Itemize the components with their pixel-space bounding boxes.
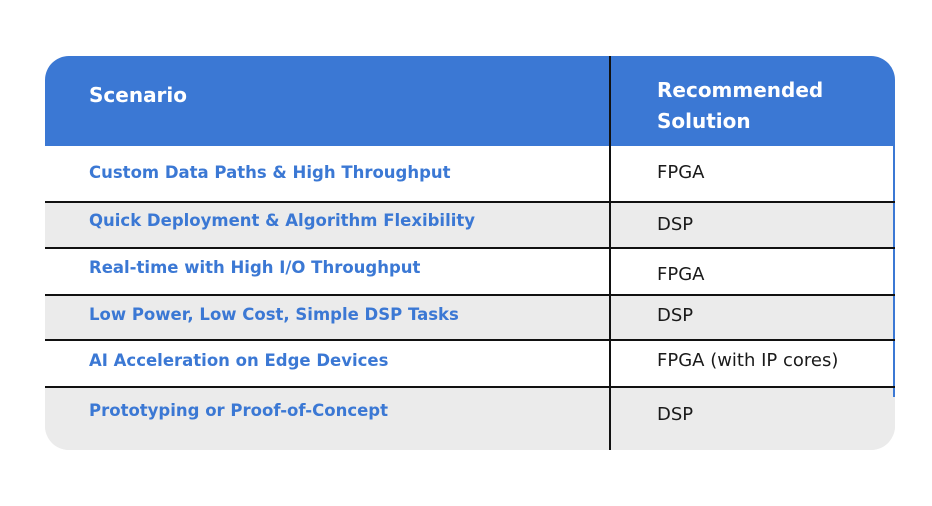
scenario-cell: Low Power, Low Cost, Simple DSP Tasks bbox=[89, 305, 459, 324]
scenario-cell: Prototyping or Proof-of-Concept bbox=[89, 401, 388, 420]
row-divider bbox=[45, 294, 895, 296]
solution-cell: DSP bbox=[657, 305, 694, 326]
scenario-cell: AI Acceleration on Edge Devices bbox=[89, 351, 389, 370]
column-divider bbox=[609, 56, 611, 450]
header-scenario: Scenario bbox=[89, 83, 188, 107]
row-divider bbox=[45, 201, 895, 203]
comparison-table: Scenario Recommended Solution Custom Dat… bbox=[45, 56, 895, 450]
row-divider bbox=[45, 339, 895, 341]
solution-cell: FPGA bbox=[657, 264, 705, 285]
table-row: Real-time with High I/O Throughput FPGA bbox=[45, 248, 895, 295]
solution-cell: FPGA (with IP cores) bbox=[657, 350, 839, 371]
header-solution-line2: Solution bbox=[657, 109, 751, 133]
solution-cell: FPGA bbox=[657, 162, 705, 183]
header-recommended-solution: Recommended Solution bbox=[657, 75, 857, 137]
solution-cell: DSP bbox=[657, 214, 694, 235]
row-divider bbox=[45, 247, 895, 249]
table-row: Low Power, Low Cost, Simple DSP Tasks DS… bbox=[45, 295, 895, 340]
table-row: Prototyping or Proof-of-Concept DSP bbox=[45, 387, 895, 450]
row-divider bbox=[45, 386, 895, 388]
solution-cell: DSP bbox=[657, 404, 694, 425]
table-row: AI Acceleration on Edge Devices FPGA (wi… bbox=[45, 340, 895, 387]
scenario-cell: Custom Data Paths & High Throughput bbox=[89, 163, 451, 182]
table-row: Quick Deployment & Algorithm Flexibility… bbox=[45, 202, 895, 248]
scenario-cell: Quick Deployment & Algorithm Flexibility bbox=[89, 211, 476, 230]
table-right-border bbox=[893, 146, 895, 397]
table-header: Scenario Recommended Solution bbox=[45, 56, 895, 146]
header-solution-line1: Recommended bbox=[657, 78, 824, 102]
scenario-cell: Real-time with High I/O Throughput bbox=[89, 258, 421, 277]
table-row: Custom Data Paths & High Throughput FPGA bbox=[45, 146, 895, 202]
